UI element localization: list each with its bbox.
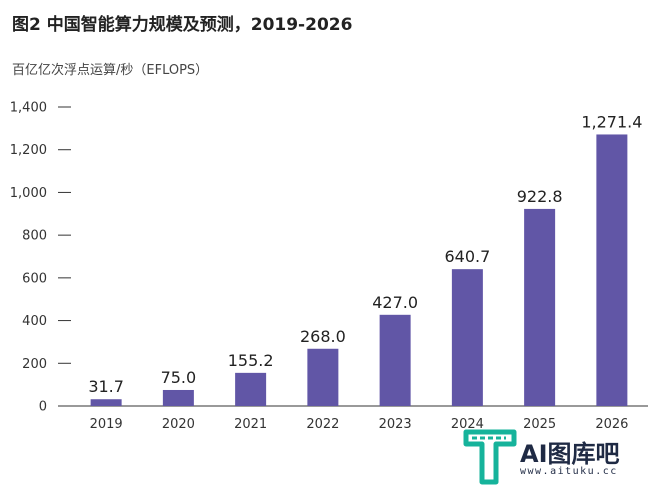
watermark-brand: AI图库吧 [520,440,620,468]
y-tick-label: 1,400 [10,101,47,116]
y-tick-label: 200 [22,357,47,372]
x-tick-label: 2022 [306,417,339,432]
y-tick-label: 1,000 [10,186,47,201]
x-tick-label: 2024 [451,417,484,432]
data-label-2022: 268.0 [300,327,346,346]
watermark: AI图库吧 www.aituku.cc [462,428,652,488]
x-tick-label: 2019 [90,417,123,432]
y-tick-label: 1,200 [10,143,47,158]
y-tick-label: 800 [22,229,47,244]
watermark-url: www.aituku.cc [520,466,618,477]
y-axis-unit-label: 百亿亿次浮点运算/秒（EFLOPS） [12,63,209,78]
x-tick-label: 2023 [379,417,412,432]
bar-2022 [307,348,339,406]
y-tick-label: 600 [22,271,47,286]
bar-2026 [596,134,628,407]
bar-2024 [451,269,483,406]
x-tick-label: 2021 [234,417,267,432]
x-tick-label: 2025 [523,417,556,432]
aituku-logo-icon [463,429,517,485]
data-label-2026: 1,271.4 [581,112,642,131]
y-tick-label: 400 [22,314,47,329]
y-tick-label: 0 [39,400,47,415]
data-label-2021: 155.2 [228,351,274,370]
data-label-2024: 640.7 [444,247,490,266]
data-label-2019: 31.7 [88,377,124,396]
chart-title: 图2 中国智能算力规模及预测，2019-2026 [12,15,353,35]
bar-2025 [524,208,556,406]
data-label-2023: 427.0 [372,293,418,312]
data-label-2020: 75.0 [161,368,197,387]
bar-2021 [235,372,267,406]
x-tick-label: 2020 [162,417,195,432]
x-tick-label: 2026 [595,417,628,432]
bar-2020 [162,389,194,406]
data-label-2025: 922.8 [517,187,563,206]
bar-2019 [90,399,122,406]
bar-2023 [379,314,411,406]
